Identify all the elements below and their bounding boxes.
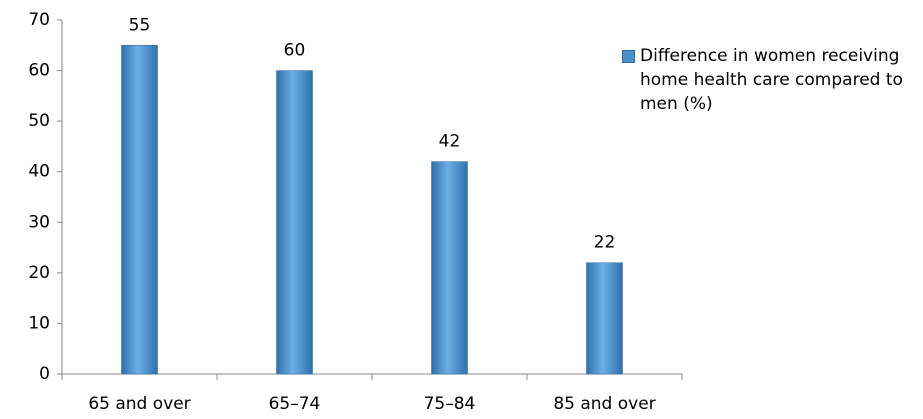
y-tick-label: 0 [39,364,50,384]
data-label: 22 [594,233,616,253]
legend-label: Difference in women receiving home healt… [640,46,903,114]
x-tick-label: 85 and over [553,394,655,414]
legend: Difference in women receiving home healt… [622,44,912,116]
y-tick-label: 60 [28,61,50,81]
data-label: 55 [129,15,151,35]
y-tick-label: 20 [28,263,50,283]
y-tick-label: 70 [28,10,50,30]
legend-swatch [622,50,635,63]
data-label: 60 [284,41,306,61]
bar [586,262,623,375]
bar [431,161,468,375]
y-tick-label: 10 [28,313,50,333]
y-tick-label: 40 [28,162,50,182]
bar [276,70,313,375]
data-label: 42 [439,132,461,152]
y-tick-label: 50 [28,111,50,131]
y-tick-label: 30 [28,212,50,232]
bar [121,45,158,375]
x-tick-label: 65–74 [269,394,321,414]
x-tick-label: 75–84 [424,394,476,414]
x-tick-label: 65 and over [88,394,190,414]
